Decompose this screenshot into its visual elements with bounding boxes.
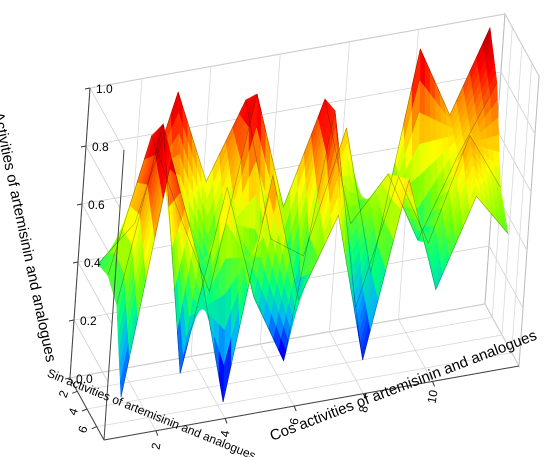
surface-plot [97,26,509,402]
surface-cell [218,351,225,402]
y-tick-label: 4 [66,406,82,417]
x-tick-mark [362,393,366,399]
y-tick-label: 2 [56,388,72,399]
surface-mesh-line [107,82,498,293]
y-tick-mark [81,408,88,412]
box-edge [103,365,520,441]
x-tick-mark [155,430,159,436]
x-gridline [259,54,295,407]
surface-cell [191,243,200,280]
surface-cell [430,117,437,142]
x-tick-label: 2 [148,441,163,450]
box-edge [69,87,91,379]
z-tick-label: 0.8 [92,140,109,154]
y-axis-ticks: 2 4 6 [56,388,97,435]
surface-cell [330,197,339,231]
surface-cell [261,175,274,225]
y-tick-mark [72,390,78,394]
z-tick-label: 0.2 [80,314,97,328]
y-tick-label: 6 [75,424,91,435]
surface-mesh-line [120,158,509,402]
surface-mesh-line [97,27,491,273]
x-tick-mark [293,405,297,412]
surface-cell [486,136,495,152]
x-axis-ticks: 2 4 6 8 10 [148,381,441,451]
z-tick-mark [72,261,79,264]
surface-cell [429,264,437,290]
z-axis-ticks: 0.0 0.2 0.4 0.6 0.8 1.0 [64,82,113,386]
surface-cell [291,278,299,310]
surface-cell [424,114,431,144]
surface-cell [468,184,477,213]
surface-cell [418,112,426,145]
surface-cell [161,153,172,199]
x-tick-label: 4 [218,429,233,438]
z-tick-mark [80,145,87,148]
x-gridline [190,66,226,419]
z-tick-mark [68,319,75,322]
y-gridline [77,27,513,392]
z-tick-label: 0.6 [88,198,105,212]
surface-cell [218,294,226,332]
surface-mesh-line [116,110,501,374]
x-tick-label: 10 [425,389,441,405]
z-tick-label: 1.0 [96,82,113,96]
x-tick-mark [432,381,436,387]
z-tick-label: 0.0 [76,372,93,386]
surface-cell [501,218,509,235]
z-tick-mark [84,87,91,90]
y-tick-mark [91,426,97,430]
y-gridline [96,62,533,428]
z-tick-mark [64,377,71,380]
x-tick-mark [224,418,228,424]
surface-cell [492,134,500,153]
x-tick-label: 8 [356,404,371,413]
surface-cell [399,178,410,211]
z-tick-label: 0.4 [84,256,101,270]
z-axis-title: Activities of artemisinin and analogues [0,111,59,364]
z-tick-mark [76,203,83,206]
surface-cell [357,325,363,360]
box-edge [103,149,125,441]
x-tick-label: 6 [287,417,302,426]
